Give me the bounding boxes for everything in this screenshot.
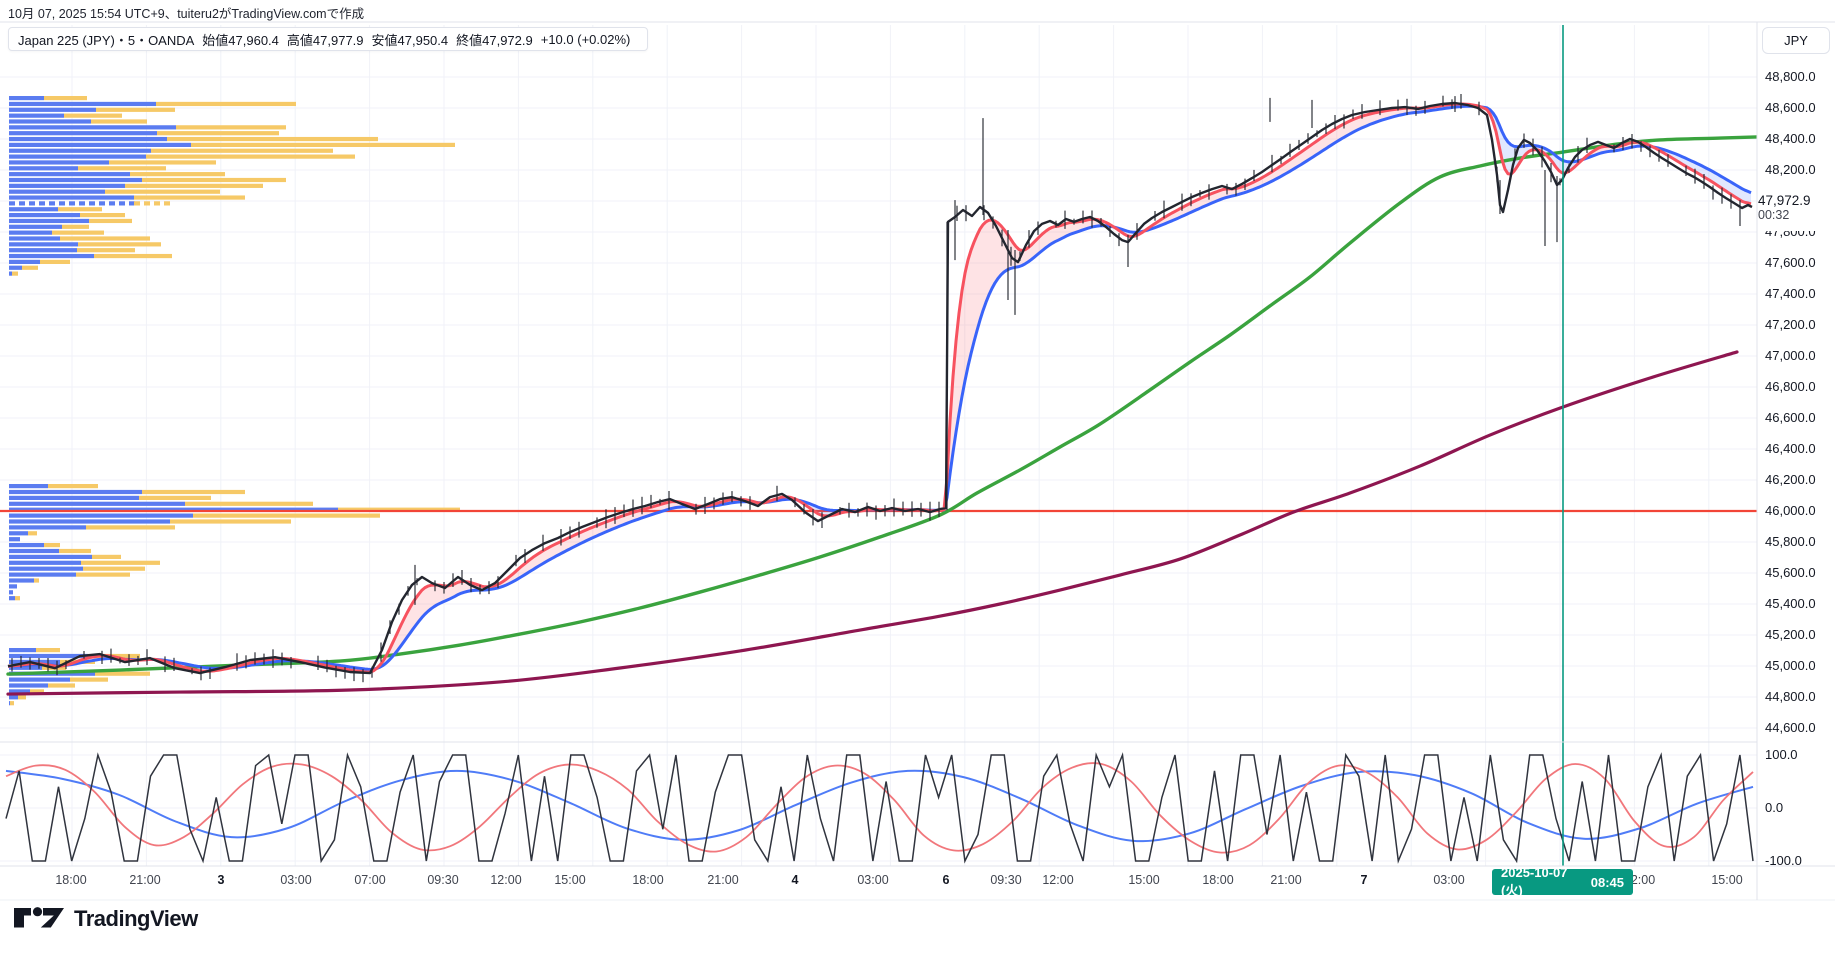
oscillator-tick-label: 0.0: [1765, 800, 1784, 815]
attribution-text: 10月 07, 2025 15:54 UTC+9、tuiteru2がTradin…: [8, 7, 365, 21]
price-tick-label: 48,800.0: [1765, 69, 1816, 84]
price-tick-label: 46,200.0: [1765, 472, 1816, 487]
price-tick-label: 44,800.0: [1765, 689, 1816, 704]
time-axis-label: 09:30: [427, 873, 459, 887]
time-axis-label: 18:00: [1202, 873, 1234, 887]
time-axis-label: 18:00: [632, 873, 664, 887]
price-tick-label: 45,400.0: [1765, 596, 1816, 611]
price-tick-label: 47,000.0: [1765, 348, 1816, 363]
time-axis-label: 21:00: [707, 873, 739, 887]
time-axis-label: 09:30: [990, 873, 1022, 887]
legend-ohlc: 始値47,960.4: [202, 32, 279, 48]
legend-ohlc: 高値47,977.9: [286, 32, 364, 48]
time-axis-label: 7: [1360, 873, 1368, 887]
time-axis-label: 3: [217, 873, 225, 887]
price-tick-label: 45,800.0: [1765, 534, 1816, 549]
price-tick-label: 44,600.0: [1765, 720, 1816, 735]
price-tick-label: 47,600.0: [1765, 255, 1816, 270]
price-tick-label: 45,600.0: [1765, 565, 1816, 580]
last-price-value: 47,972.9: [1758, 193, 1811, 208]
time-axis-label: 12:00: [490, 873, 522, 887]
price-tick-label: 46,400.0: [1765, 441, 1816, 456]
last-price-label: 47,972.9 00:32: [1758, 190, 1834, 231]
tradingview-logo-text: TradingView: [74, 906, 198, 931]
time-axis-label: 03:00: [280, 873, 312, 887]
time-axis-label: 18:00: [55, 873, 87, 887]
time-axis-label: 21:00: [129, 873, 161, 887]
crosshair-date-badge: 2025-10-07 (火) 08:45: [1492, 865, 1633, 898]
price-tick-label: 46,600.0: [1765, 410, 1816, 425]
legend-symbol: Japan 225 (JPY)・5・OANDA: [18, 32, 195, 48]
price-tick-label: 47,400.0: [1765, 286, 1816, 301]
bar-countdown: 00:32: [1758, 208, 1790, 222]
badge-date: 2025-10-07 (火): [1501, 865, 1568, 898]
currency-button[interactable]: JPY: [1762, 27, 1830, 54]
badge-time: 08:45: [1590, 874, 1624, 890]
time-axis-label: 03:00: [1433, 873, 1465, 887]
price-tick-label: 47,200.0: [1765, 317, 1816, 332]
price-tick-label: 48,200.0: [1765, 162, 1816, 177]
price-tick-label: 45,000.0: [1765, 658, 1816, 673]
price-tick-label: 46,800.0: [1765, 379, 1816, 394]
time-axis-label: 15:00: [1128, 873, 1160, 887]
oscillator-tick-label: -100.0: [1765, 853, 1802, 868]
tradingview-logo-icon: [14, 907, 64, 928]
price-tick-label: 46,000.0: [1765, 503, 1816, 518]
time-axis-label: 15:00: [1711, 873, 1743, 887]
price-tick-label: 48,400.0: [1765, 131, 1816, 146]
time-axis-label: 12:00: [1042, 873, 1074, 887]
time-axis-label: 21:00: [1270, 873, 1302, 887]
time-axis-label: 15:00: [554, 873, 586, 887]
time-axis-label: 2:00: [1630, 873, 1656, 887]
symbol-legend[interactable]: Japan 225 (JPY)・5・OANDA 始値47,960.4 高値47,97…: [8, 27, 649, 51]
oscillator-tick-label: 100.0: [1765, 747, 1798, 762]
legend-ohlc: 終値47,972.9: [456, 32, 533, 48]
price-tick-label: 45,200.0: [1765, 627, 1816, 642]
tradingview-logo[interactable]: TradingView: [13, 905, 198, 933]
time-axis-label: 03:00: [857, 873, 889, 887]
time-axis-label: 4: [791, 873, 799, 887]
time-axis-label: 07:00: [354, 873, 386, 887]
legend-change: +10.0 (+0.02%): [540, 31, 631, 47]
time-axis-label: 6: [942, 873, 950, 887]
price-tick-label: 48,600.0: [1765, 100, 1816, 115]
legend-ohlc: 安値47,950.4: [371, 32, 449, 48]
